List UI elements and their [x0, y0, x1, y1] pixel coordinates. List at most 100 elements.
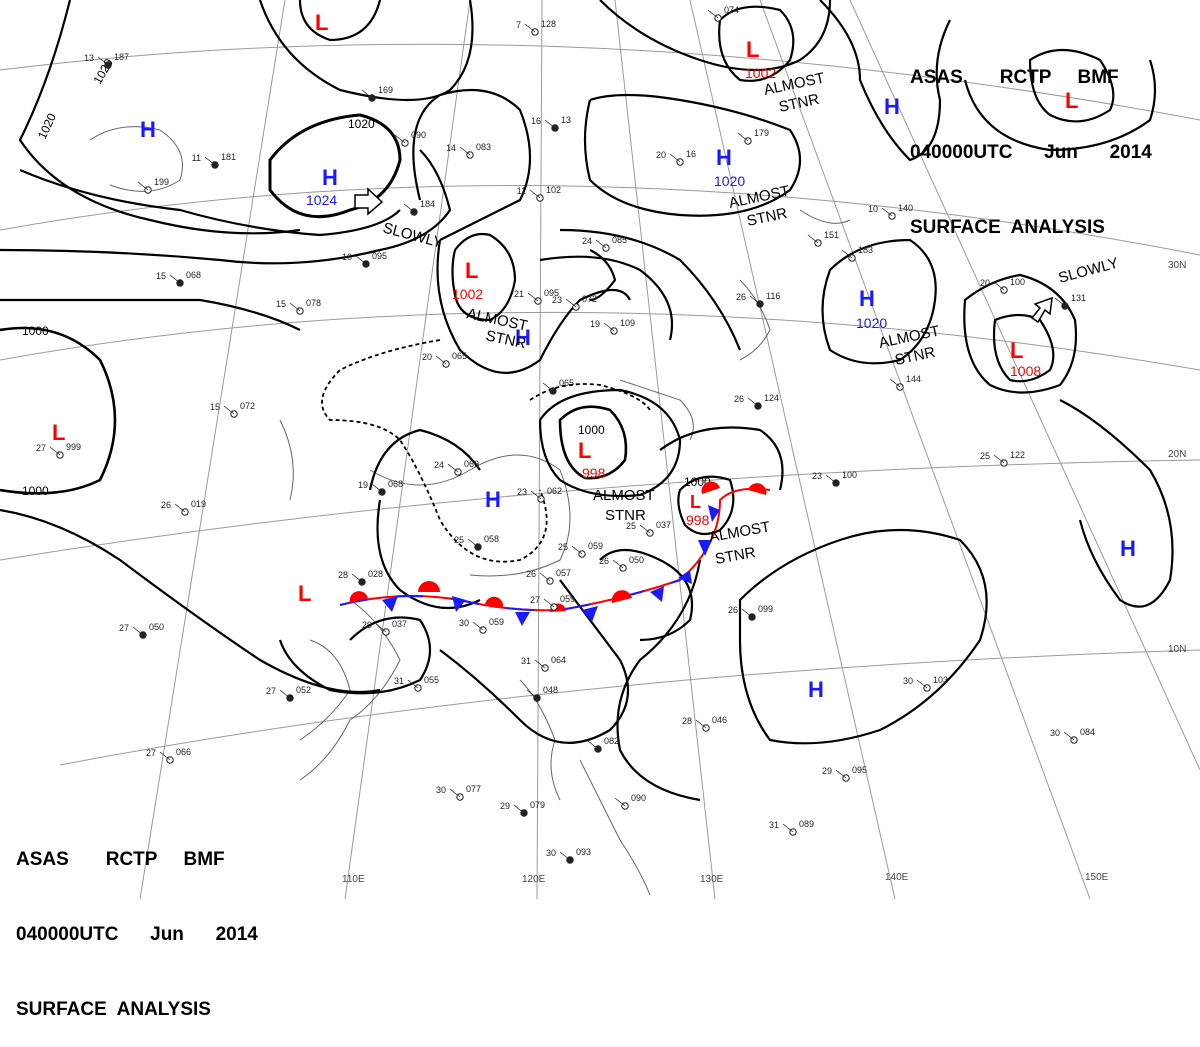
- coastlines: [89, 126, 851, 896]
- station-pressure: 122: [1010, 450, 1025, 460]
- low-symbol: L: [315, 10, 328, 35]
- low-symbol: L: [1065, 88, 1078, 113]
- station-pressure: 079: [530, 800, 545, 810]
- high-symbol: H: [515, 325, 531, 350]
- wind-barb: [132, 626, 144, 636]
- station-plot: 048: [526, 685, 558, 702]
- wind-barb: [587, 740, 599, 750]
- wind-barb: [204, 156, 216, 166]
- station-temperature: 31: [521, 656, 531, 666]
- header-line-source: ASAS RCTP BMF: [16, 849, 225, 870]
- station-plot: 27 052: [266, 685, 311, 702]
- station-plot: 30 093: [546, 847, 591, 864]
- station-pressure: 109: [620, 318, 635, 328]
- station-pressure: 13: [561, 115, 571, 125]
- station-pressure: 131: [1071, 293, 1086, 303]
- station-pressure: 037: [656, 520, 671, 530]
- station-temperature: 30: [546, 848, 556, 858]
- station-plot: 25 122: [980, 450, 1025, 467]
- station-plot: 10 140: [868, 203, 913, 220]
- station-plot: 184: [403, 199, 435, 216]
- station-pressure: 072: [240, 401, 255, 411]
- station-plot: 29 079: [500, 800, 545, 817]
- station-temperature: 19: [358, 480, 368, 490]
- station-temperature: 28: [338, 570, 348, 580]
- high-symbol: H: [485, 487, 501, 512]
- station-plot: 27 050: [119, 622, 164, 639]
- station-temperature: 20: [422, 352, 432, 362]
- station-temperature: 30: [459, 618, 469, 628]
- wind-barb: [916, 679, 928, 689]
- wind-barb: [351, 573, 363, 583]
- wind-barb: [747, 397, 759, 407]
- station-pressure: 181: [221, 152, 236, 162]
- wind-barb: [639, 524, 651, 534]
- station-plot: 15 068: [156, 270, 201, 287]
- station-pressure: 055: [424, 675, 439, 685]
- station-temperature: 25: [454, 535, 464, 545]
- station-pressure: 058: [484, 534, 499, 544]
- station-pressure: 082: [604, 736, 619, 746]
- wind-barb: [467, 538, 479, 548]
- station-plot: 19 068: [358, 479, 403, 496]
- wind-barb: [375, 623, 387, 633]
- station-plot: 27 059: [530, 594, 575, 611]
- wind-barb: [571, 545, 583, 555]
- station-pressure: 095: [852, 765, 867, 775]
- movement-arrows: [354, 187, 1053, 324]
- station-temperature: 23: [517, 487, 527, 497]
- isobar-label: 1000: [578, 423, 605, 437]
- wind-barb: [889, 378, 901, 388]
- station-pressure: 028: [368, 569, 383, 579]
- wind-barb: [403, 203, 415, 213]
- stnr-label: STNR: [605, 507, 646, 524]
- station-pressure: 095: [372, 251, 387, 261]
- wind-barb: [741, 608, 753, 618]
- chart-header-top-right: ASAS RCTP BMF 040000UTC Jun 2014 SURFACE…: [910, 15, 1152, 265]
- wind-barb: [749, 295, 761, 305]
- station-plot: 20 16: [656, 149, 696, 166]
- chart-header-bottom-left: ASAS RCTP BMF 040000UTC Jun 2014 SURFACE…: [16, 797, 258, 1047]
- longitude-label: 150E: [1085, 872, 1109, 883]
- station-temperature: 16: [531, 116, 541, 126]
- station-pressure: 099: [758, 604, 773, 614]
- station-plot: 31 064: [521, 655, 566, 672]
- station-plot: 11 181: [192, 152, 236, 169]
- station-pressure: 089: [799, 819, 814, 829]
- station-temperature: 29: [500, 801, 510, 811]
- station-pressure: 151: [824, 230, 839, 240]
- wind-barb: [695, 719, 707, 729]
- station-temperature: 7: [516, 20, 521, 30]
- wind-barb: [137, 181, 149, 191]
- high-symbol: H: [808, 677, 824, 702]
- station-plot: 074: [707, 5, 739, 22]
- wind-barb: [565, 298, 577, 308]
- wind-barb: [542, 382, 554, 392]
- pressure-systems: L 1002 H 1024 L 1002 H 1020 H 1020 L 100…: [52, 10, 1136, 702]
- wind-barb: [97, 56, 109, 66]
- station-pressure: 169: [378, 85, 393, 95]
- station-plot: 27 999: [36, 442, 81, 459]
- latitude-label: 10N: [1168, 644, 1186, 655]
- cold-front-marks: [382, 505, 720, 626]
- station-plot: 26 099: [728, 604, 773, 621]
- station-plot: 26 019: [161, 499, 206, 516]
- station-temperature: 24: [434, 460, 444, 470]
- isobars: [0, 0, 1174, 802]
- station-plot: 30 077: [436, 784, 481, 801]
- wind-barb: [355, 255, 367, 265]
- station-plot: 23 062: [517, 486, 562, 503]
- low-pressure-value: 998: [582, 465, 606, 481]
- station-temperature: 15: [156, 271, 166, 281]
- station-temperature: 27: [146, 748, 156, 758]
- high-symbol: H: [1120, 536, 1136, 561]
- station-temperature: 20: [656, 150, 666, 160]
- wind-barb: [289, 302, 301, 312]
- station-temperature: 25: [626, 521, 636, 531]
- station-plot: 31 089: [769, 819, 814, 836]
- wind-barb: [1063, 731, 1075, 741]
- station-pressure: 103: [933, 675, 948, 685]
- station-pressure: 057: [556, 568, 571, 578]
- station-plot: 23 072: [552, 294, 597, 311]
- station-temperature: 29: [362, 620, 372, 630]
